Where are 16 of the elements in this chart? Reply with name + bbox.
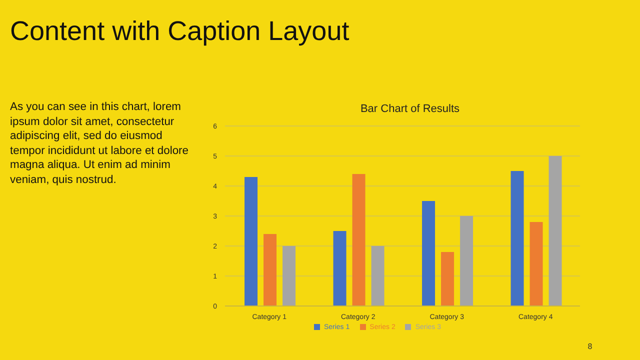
bar bbox=[548, 156, 562, 306]
text: As you can see in this chart, lorem ipsum dolor sit amet, consectetur adipiscing elit, sed do eiusmod tempor incididunt ut labore et dolore magna aliqua. Ut enim ad minim veniam, quis nostrud. bbox=[10, 100, 190, 187]
text: 8 bbox=[586, 342, 594, 351]
bar bbox=[333, 231, 346, 306]
bar bbox=[460, 216, 474, 306]
bar bbox=[530, 222, 543, 306]
bar bbox=[371, 246, 384, 306]
bar bbox=[282, 246, 296, 306]
text: Content with Caption Layout bbox=[10, 16, 350, 47]
bar bbox=[422, 201, 436, 306]
bar bbox=[352, 174, 366, 306]
bar bbox=[244, 177, 258, 306]
bar bbox=[441, 252, 454, 306]
bar bbox=[264, 234, 277, 306]
bar bbox=[510, 171, 524, 306]
chart-title: Bar Chart of Results bbox=[359, 103, 461, 115]
